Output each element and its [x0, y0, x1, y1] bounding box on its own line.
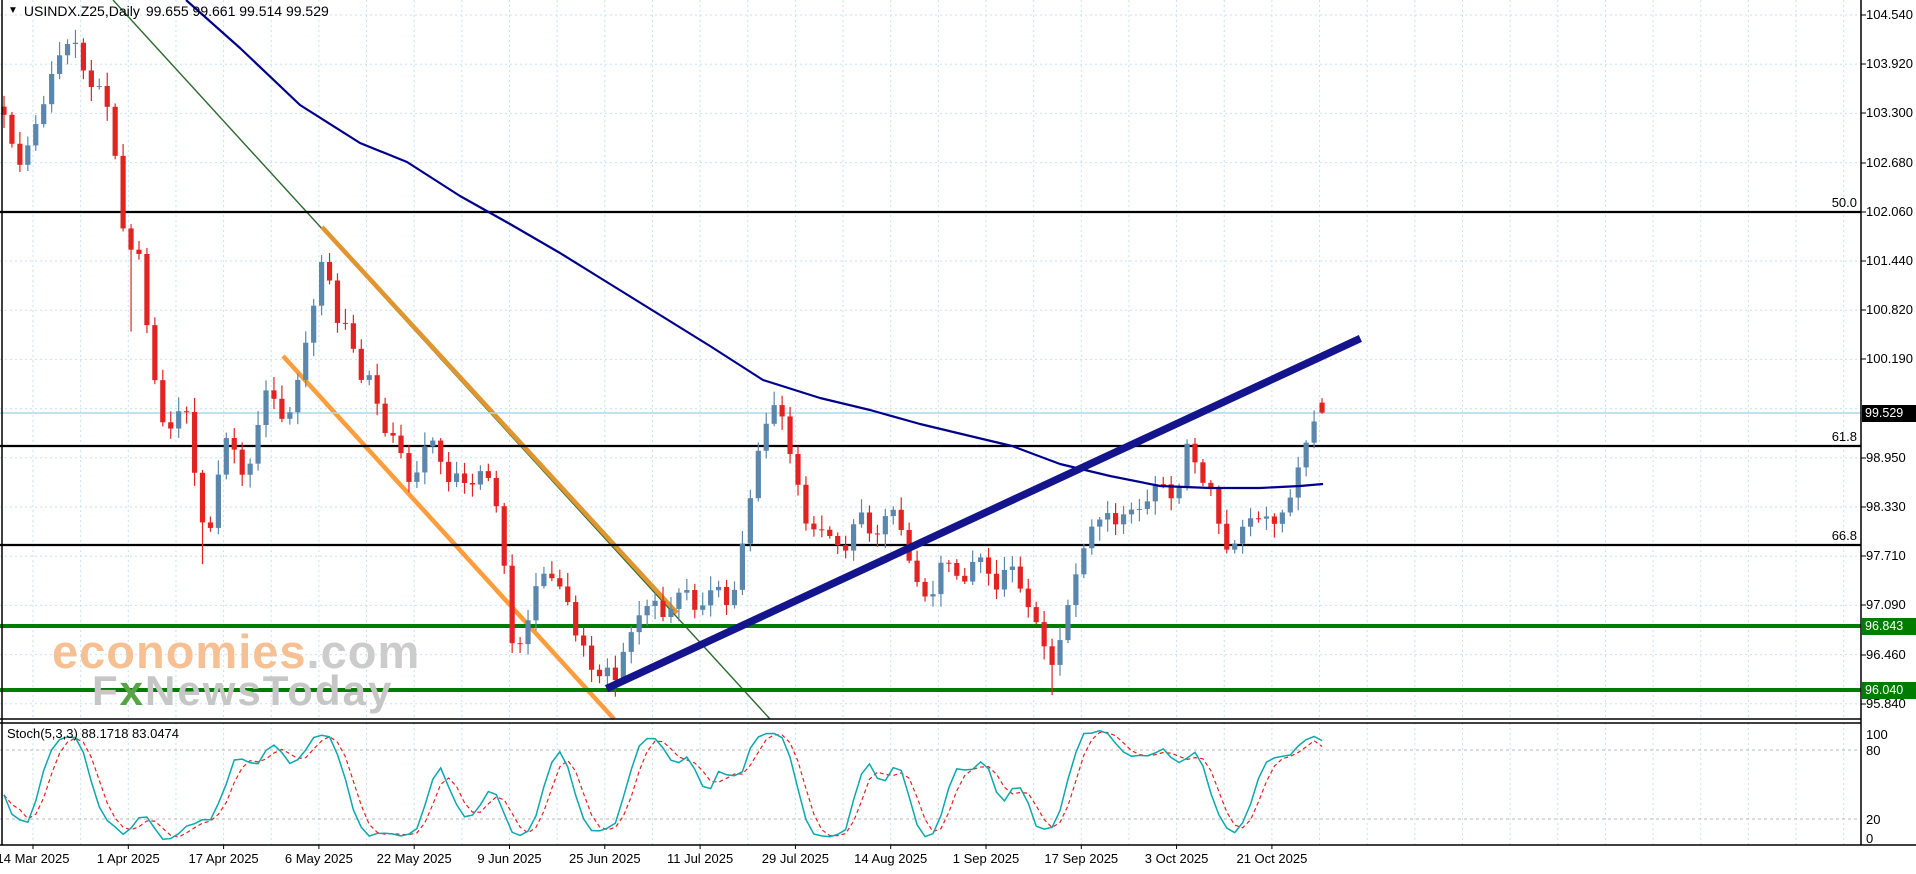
price-axis-label[interactable]: 104.540	[1866, 7, 1913, 22]
price-axis-label[interactable]: 97.710	[1866, 548, 1906, 563]
price-axis-label[interactable]: 97.090	[1866, 597, 1906, 612]
time-axis-label[interactable]: 21 Oct 2025	[1236, 851, 1308, 866]
price-axis-label[interactable]: 102.680	[1866, 155, 1913, 170]
time-axis-label[interactable]: 9 Jun 2025	[477, 851, 542, 866]
fib-level-label: 50.0	[1831, 195, 1857, 210]
time-axis-label[interactable]: 29 Jul 2025	[761, 851, 830, 866]
watermark-sub-prefix: F	[92, 667, 120, 714]
watermark-brand: economies.com	[52, 628, 420, 675]
time-axis-label[interactable]: 1 Sep 2025	[952, 851, 1020, 866]
symbol-name: USINDX.Z25,Daily	[23, 3, 140, 19]
price-axis-label[interactable]: 98.950	[1866, 450, 1906, 465]
symbol-title-bar: ▼ USINDX.Z25,Daily 99.655 99.661 99.514 …	[8, 3, 329, 19]
last-price-tag: 99.529	[1862, 404, 1916, 422]
time-axis-label[interactable]: 3 Oct 2025	[1144, 851, 1209, 866]
price-axis-label[interactable]: 103.300	[1866, 105, 1913, 120]
time-axis-label[interactable]: 11 Jul 2025	[666, 851, 734, 866]
price-axis-label[interactable]: 98.330	[1866, 499, 1906, 514]
price-axis-label[interactable]: 100.190	[1866, 351, 1913, 366]
stoch-axis-label[interactable]: 0	[1866, 831, 1874, 846]
price-axis-label[interactable]: 100.820	[1866, 302, 1913, 317]
price-axis-label[interactable]: 95.840	[1866, 696, 1906, 711]
watermark-brand-name: economies	[52, 625, 307, 678]
watermark-sub-rest: NewsToday	[145, 667, 394, 714]
watermark-sub-x: x	[119, 667, 146, 714]
time-axis-label[interactable]: 25 Jun 2025	[569, 851, 641, 866]
stoch-axis-label[interactable]: 20	[1866, 812, 1881, 827]
fib-level-label: 61.8	[1831, 429, 1857, 444]
symbol-ohlc-values: 99.655 99.661 99.514 99.529	[145, 3, 329, 19]
time-axis-label[interactable]: 1 Apr 2025	[96, 851, 160, 866]
watermark-brand-suffix: .com	[306, 625, 421, 678]
support-price-tag: 96.843	[1862, 617, 1916, 635]
chevron-down-icon[interactable]: ▼	[8, 5, 18, 16]
support-price-tag: 96.040	[1862, 681, 1916, 699]
price-axis-label[interactable]: 102.060	[1866, 204, 1913, 219]
watermark-subbrand: FxNewsToday	[92, 670, 393, 712]
time-axis-label[interactable]: 17 Apr 2025	[188, 851, 259, 866]
stochastic-indicator-label: Stoch(5,3,3) 88.1718 83.0474	[7, 726, 180, 741]
price-axis-label[interactable]: 101.440	[1866, 253, 1913, 268]
stoch-axis-label[interactable]: 80	[1866, 743, 1881, 758]
time-axis-label[interactable]: 17 Sep 2025	[1044, 851, 1119, 866]
price-axis-label[interactable]: 96.460	[1866, 647, 1906, 662]
fib-level-label: 66.8	[1831, 528, 1857, 543]
price-axis-label[interactable]: 103.920	[1866, 56, 1913, 71]
time-axis-label[interactable]: 14 Aug 2025	[854, 851, 928, 866]
time-axis-label[interactable]: 14 Mar 2025	[0, 851, 70, 866]
time-axis-label[interactable]: 6 May 2025	[284, 851, 353, 866]
stoch-axis-label[interactable]: 100	[1866, 727, 1888, 742]
time-axis-label[interactable]: 22 May 2025	[376, 851, 452, 866]
